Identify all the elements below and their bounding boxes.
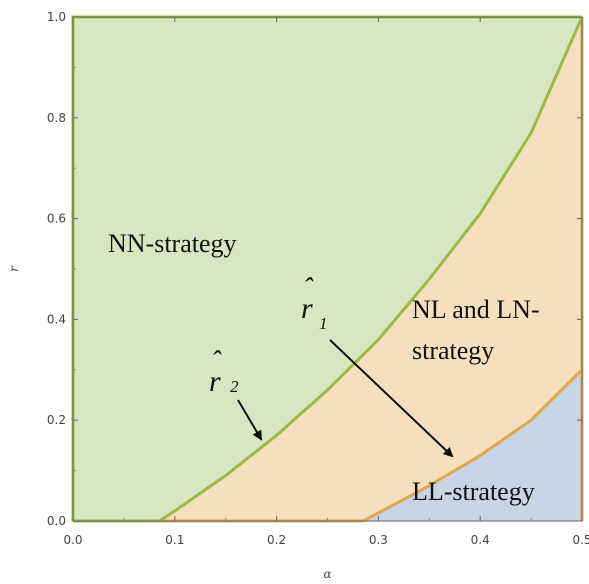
- curve-r1-hat: [362, 368, 584, 523]
- region-nn: [73, 17, 582, 521]
- curve-label-r1-subscript: 1: [319, 314, 328, 333]
- x-tick-label: 0.1: [165, 533, 184, 547]
- curve-r2-hat: [158, 16, 584, 523]
- x-tick-label: 0.3: [369, 533, 388, 547]
- region-label-nl-line1: NL and LN-: [412, 295, 540, 324]
- y-tick-label: 0.0: [47, 514, 66, 528]
- curve-label-r2: r: [209, 365, 221, 398]
- axes-layer: 0.0 0.1 0.2 0.3 0.4 0.5 0.0 0.2 0.4 0.6 0.8 1.0 α r: [7, 10, 589, 581]
- region-label-nl-line2: strategy: [412, 336, 494, 365]
- y-tick-label: 0.6: [47, 212, 66, 226]
- y-tick-label: 0.4: [47, 312, 66, 326]
- curve-label-r2-subscript: 2: [230, 377, 239, 396]
- region-nl-ln: [159, 17, 582, 521]
- arrow-r2: [237, 399, 263, 441]
- curve-label-r1: r: [301, 292, 313, 325]
- region-label-nn: NN-strategy: [108, 229, 237, 258]
- x-tick-label: 0.5: [572, 533, 589, 547]
- y-tick-label: 0.8: [47, 111, 66, 125]
- region-label-ll: LL-strategy: [412, 477, 535, 506]
- y-tick-label: 1.0: [47, 10, 66, 24]
- y-axis-label: r: [7, 265, 21, 272]
- x-tick-label: 0.4: [471, 533, 490, 547]
- x-tick-label: 0.0: [63, 533, 82, 547]
- arrow-r1: [329, 339, 454, 458]
- x-tick-label: 0.2: [267, 533, 286, 547]
- x-axis-label: α: [323, 567, 331, 581]
- curve-label-r2-hat: ˆ: [211, 346, 222, 377]
- y-tick-label: 0.2: [47, 413, 66, 427]
- regions-layer: [73, 17, 582, 521]
- region-ll: [363, 369, 582, 521]
- curve-label-r1-hat: ˆ: [303, 273, 314, 304]
